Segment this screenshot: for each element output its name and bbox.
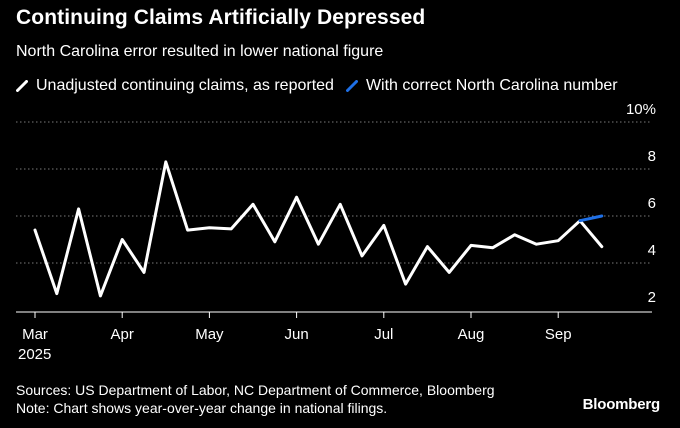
legend-swatch-corrected — [345, 80, 358, 92]
y-tick-label: 2 — [648, 289, 656, 306]
chart-note: Note: Chart shows year-over-year change … — [16, 400, 388, 416]
x-tick-label: Jul — [374, 326, 393, 343]
x-tick-label: Apr — [111, 326, 134, 343]
series-corrected-line — [578, 214, 604, 223]
series-reported-line — [33, 160, 604, 298]
x-tick-label: May — [195, 326, 224, 343]
x-tick-label: Jun — [285, 326, 309, 343]
legend-label-corrected: With correct North Carolina number — [365, 77, 618, 94]
legend-label-reported: Unadjusted continuing claims, as reporte… — [36, 77, 334, 94]
sources-note: Sources: US Department of Labor, NC Depa… — [16, 382, 495, 398]
footer: Sources: US Department of Labor, NC Depa… — [16, 381, 495, 417]
x-tick-label: Sep — [545, 326, 572, 343]
y-tick-label: 6 — [648, 195, 656, 212]
x-tick-sublabel: 2025 — [18, 346, 51, 363]
chart-title: Continuing Claims Artificially Depressed — [16, 6, 426, 29]
y-tick-label: 4 — [648, 242, 656, 259]
chart-subtitle: North Carolina error resulted in lower n… — [16, 43, 384, 60]
series-lines — [33, 160, 604, 298]
y-axis-ticks: 10% 8 6 4 2 — [626, 101, 656, 306]
y-tick-label: 8 — [648, 148, 656, 165]
x-tick-label: Mar — [22, 326, 48, 343]
bloomberg-logo: Bloomberg — [582, 396, 661, 413]
legend-item-corrected: With correct North Carolina number — [345, 77, 618, 95]
legend-item-reported: Unadjusted continuing claims, as reporte… — [16, 77, 334, 95]
x-tick-label: Aug — [458, 326, 485, 343]
x-axis-ticks: Mar 2025 Apr May Jun Jul Aug Sep — [18, 312, 572, 363]
y-tick-label: 10% — [626, 101, 656, 118]
legend: Unadjusted continuing claims, as reporte… — [16, 77, 630, 95]
legend-swatch-reported — [16, 80, 28, 92]
